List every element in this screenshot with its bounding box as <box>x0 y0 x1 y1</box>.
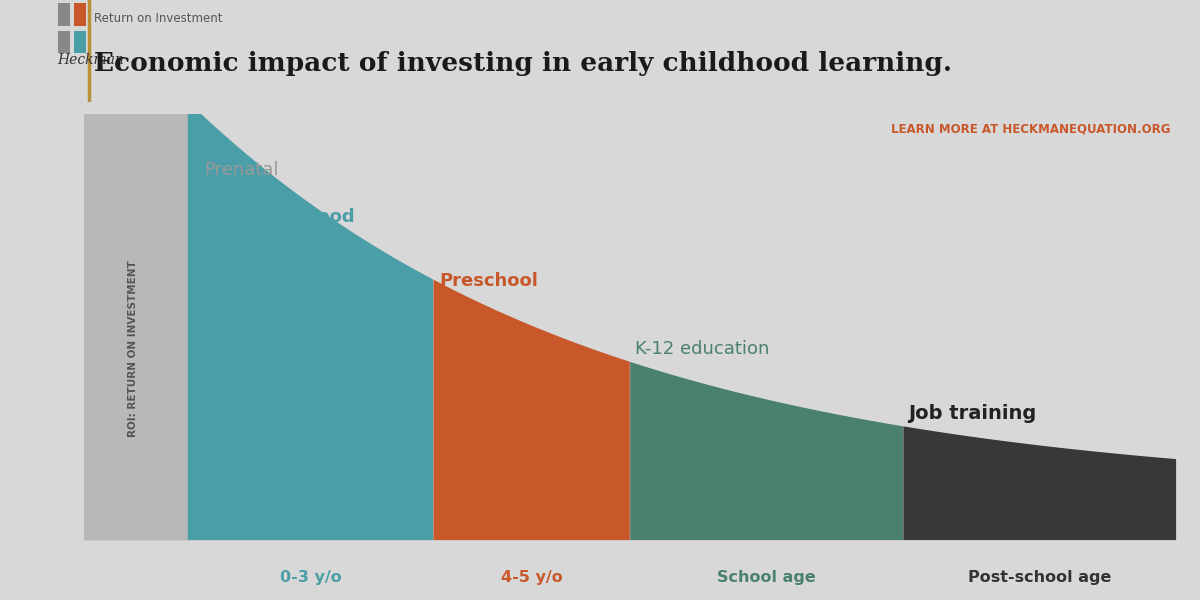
Polygon shape <box>630 362 902 540</box>
Polygon shape <box>904 427 1176 540</box>
Text: Post-school age: Post-school age <box>968 570 1111 585</box>
Text: Early childhood: Early childhood <box>199 208 354 226</box>
Text: Prenatal: Prenatal <box>204 161 278 179</box>
FancyBboxPatch shape <box>58 31 70 53</box>
Text: ROI: RETURN ON INVESTMENT: ROI: RETURN ON INVESTMENT <box>128 260 138 437</box>
Text: LEARN MORE AT HECKMANEQUATION.ORG: LEARN MORE AT HECKMANEQUATION.ORG <box>892 122 1170 136</box>
Text: 4-5 y/o: 4-5 y/o <box>500 570 563 585</box>
Text: 0-3 y/o: 0-3 y/o <box>280 570 342 585</box>
Text: Job training: Job training <box>908 404 1037 422</box>
FancyBboxPatch shape <box>74 3 86 25</box>
Polygon shape <box>187 101 433 540</box>
FancyBboxPatch shape <box>74 31 86 53</box>
Text: Economic impact of investing in early childhood learning.: Economic impact of investing in early ch… <box>94 51 952 76</box>
Bar <box>84 101 187 540</box>
Text: School age: School age <box>718 570 816 585</box>
Text: K-12 education: K-12 education <box>636 340 770 358</box>
Text: Heckman: Heckman <box>58 53 125 67</box>
Polygon shape <box>433 280 630 540</box>
Text: Return on Investment: Return on Investment <box>94 12 222 25</box>
FancyBboxPatch shape <box>58 3 70 25</box>
Text: Preschool: Preschool <box>439 272 538 290</box>
